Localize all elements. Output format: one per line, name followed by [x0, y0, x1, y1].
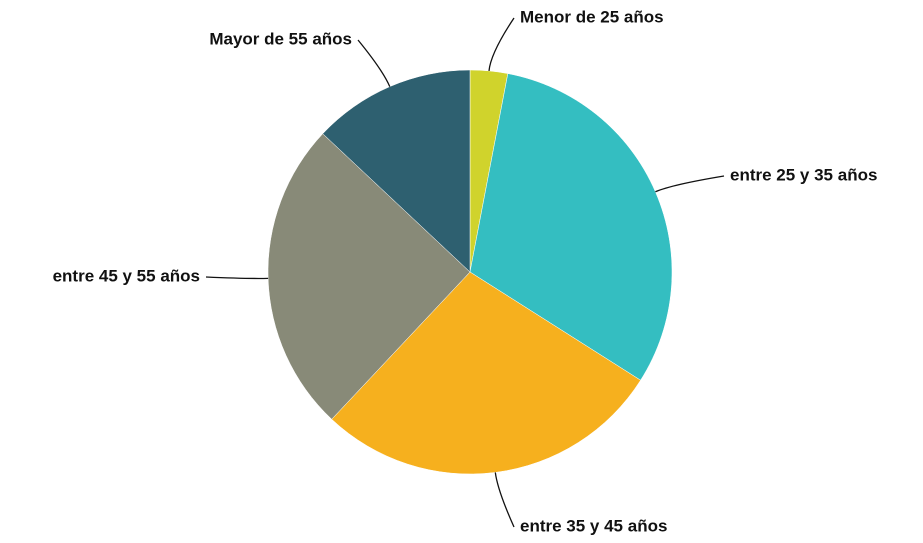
slice-label: entre 35 y 45 años	[520, 516, 667, 535]
slice-label: entre 25 y 35 años	[730, 165, 877, 184]
pie-slice	[331, 271, 641, 475]
leader-line	[488, 17, 515, 71]
leader-line	[357, 39, 391, 87]
slice-label: Mayor de 55 años	[209, 29, 352, 48]
leader-line	[205, 276, 269, 280]
slice-label: entre 45 y 55 años	[53, 266, 200, 285]
leader-line	[494, 472, 515, 528]
leader-line	[655, 175, 725, 193]
slice-label: Menor de 25 años	[520, 7, 664, 26]
pie-slice	[267, 133, 471, 420]
pie-slice	[469, 73, 673, 381]
